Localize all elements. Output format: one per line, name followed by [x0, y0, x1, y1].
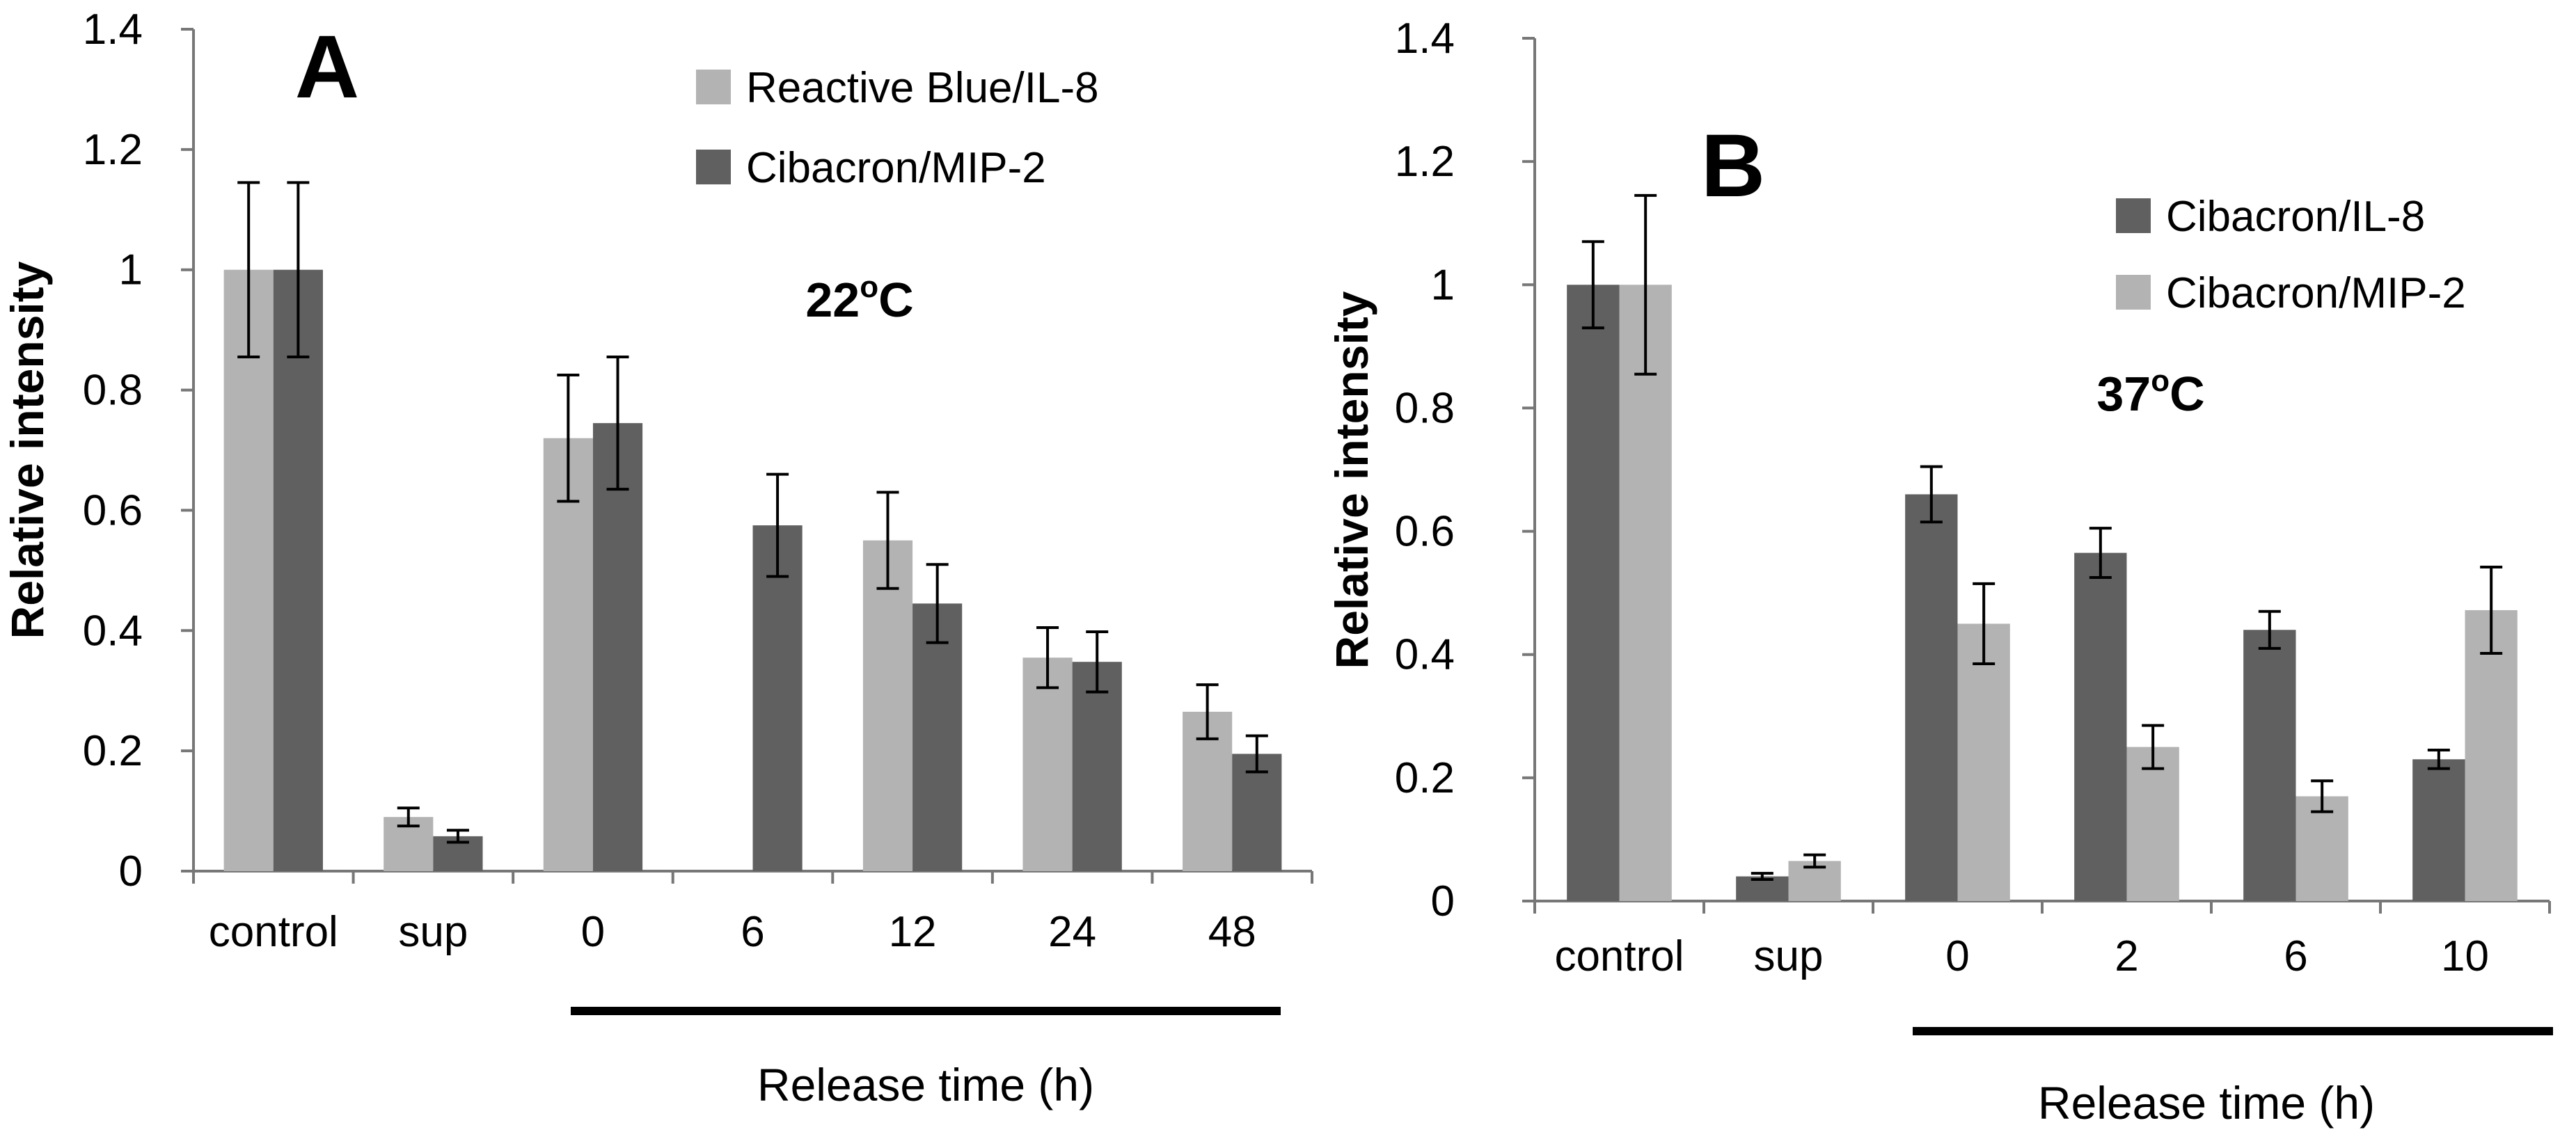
bar: [1022, 658, 1073, 871]
bar: [273, 269, 323, 871]
y-tick-label: 0.6: [1395, 508, 1455, 556]
panel-B: 0 0.2 0.4 0.6 0.8 1 1.2 1.4 control sup 0 2 6 10 Relat…: [1326, 15, 2553, 1129]
bar: [1567, 285, 1620, 901]
x-tick-label: 6: [2284, 932, 2307, 980]
x-axis-title: Release time (h): [2038, 1077, 2375, 1129]
legend-swatch: [696, 70, 731, 104]
y-axis-title: Relative intensity: [1, 261, 53, 639]
bar: [2465, 610, 2518, 901]
y-tick-label: 1.2: [1395, 138, 1455, 186]
legend-label: Cibacron/MIP-2: [2166, 269, 2466, 317]
bar: [2074, 552, 2127, 901]
x-tick-label: control: [209, 908, 338, 956]
bar: [223, 269, 274, 871]
legend-label: Cibacron/MIP-2: [746, 144, 1046, 192]
y-tick-label: 0.4: [83, 607, 143, 655]
x-tick-label: 0: [581, 908, 605, 956]
bar: [2412, 759, 2465, 901]
y-tick-label: 0.4: [1395, 631, 1455, 679]
temperature-annotation: 37oC: [2096, 364, 2204, 421]
bar: [862, 540, 913, 871]
bar: [592, 423, 643, 871]
y-tick-label: 0: [1431, 877, 1455, 925]
bar: [2296, 796, 2348, 901]
x-tick-label: 24: [1048, 908, 1096, 956]
bar: [2126, 747, 2179, 901]
panel-label: A: [295, 17, 359, 117]
x-tick-label: 10: [2441, 932, 2489, 980]
x-tick-label: sup: [1754, 932, 1824, 980]
legend-label: Cibacron/IL-8: [2166, 193, 2425, 241]
bar: [2243, 630, 2296, 901]
y-tick-label: 1.4: [83, 6, 143, 54]
x-tick-label: 2: [2115, 932, 2138, 980]
x-tick-label: 0: [1945, 932, 1969, 980]
y-tick-label: 0.2: [83, 727, 143, 775]
y-tick-label: 0.8: [83, 367, 143, 415]
panel-A: 0 0.2 0.4 0.6 0.8 1 1.2 1.4 control sup 0 6 12 24 48 Re…: [1, 6, 1313, 1110]
bar: [1957, 623, 2010, 901]
legend-swatch: [2116, 198, 2151, 233]
y-tick-label: 0: [119, 847, 143, 895]
x-tick-label: 12: [889, 908, 937, 956]
bar: [1905, 494, 1958, 901]
x-tick-label: sup: [398, 908, 468, 956]
bar: [543, 438, 593, 871]
panel-label: B: [1701, 116, 1765, 216]
x-tick-label: control: [1554, 932, 1684, 980]
y-tick-label: 0.6: [83, 486, 143, 534]
y-tick-label: 1: [119, 246, 143, 294]
y-tick-label: 0.8: [1395, 384, 1455, 432]
y-tick-label: 1.4: [1395, 15, 1455, 63]
legend: Reactive Blue/IL-8 Cibacron/MIP-2: [696, 64, 1099, 192]
y-tick-label: 0.2: [1395, 754, 1455, 802]
bar: [1072, 662, 1122, 871]
y-tick-label: 1: [1431, 261, 1455, 309]
legend: Cibacron/IL-8 Cibacron/MIP-2: [2116, 193, 2466, 317]
bar: [752, 525, 803, 871]
x-tick-label: 48: [1208, 908, 1256, 956]
legend-swatch: [696, 150, 731, 184]
legend-swatch: [2116, 275, 2151, 310]
bar: [912, 603, 963, 871]
bar: [1619, 285, 1672, 901]
x-tick-label: 6: [741, 908, 764, 956]
legend-label: Reactive Blue/IL-8: [746, 64, 1099, 112]
y-axis-title: Relative intensity: [1326, 291, 1377, 669]
x-axis-title: Release time (h): [757, 1059, 1094, 1110]
bar: [1232, 754, 1282, 871]
y-tick-label: 1.2: [83, 126, 143, 174]
temperature-annotation: 22oC: [805, 270, 913, 327]
